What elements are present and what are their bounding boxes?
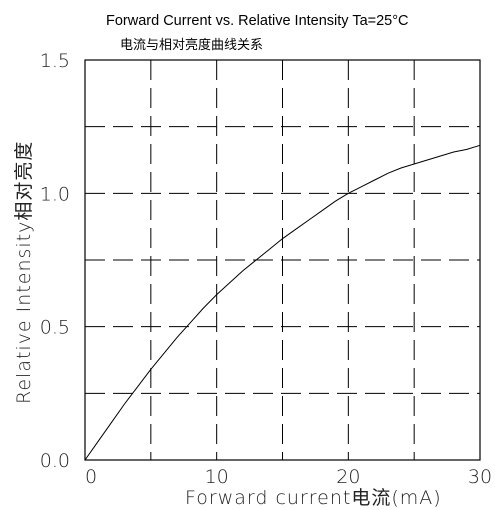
plot-frame [84,59,481,461]
y-tick-label: 1.5 [40,50,70,72]
grid [85,60,480,460]
chart-title: Forward Current vs. Relative Intensity T… [106,13,409,29]
x-tick-label: 20 [336,466,360,488]
y-axis-label: Relative Intensity相对亮度 [13,141,35,404]
y-tick-label: 0.0 [40,450,70,472]
x-tick-label: 10 [205,466,229,488]
tick-labels: 0 10 20 30 0.0 0.5 1.0 1.5 [40,50,492,488]
x-axis-label: Forward current电流(mA) [185,487,442,509]
chart-subtitle: 电流与相对亮度曲线关系 [120,37,263,53]
x-tick-label: 0 [85,466,97,488]
series-line [84,144,481,461]
x-tick-label: 30 [468,466,492,488]
y-tick-label: 1.0 [40,183,70,205]
y-tick-label: 0.5 [40,317,70,339]
